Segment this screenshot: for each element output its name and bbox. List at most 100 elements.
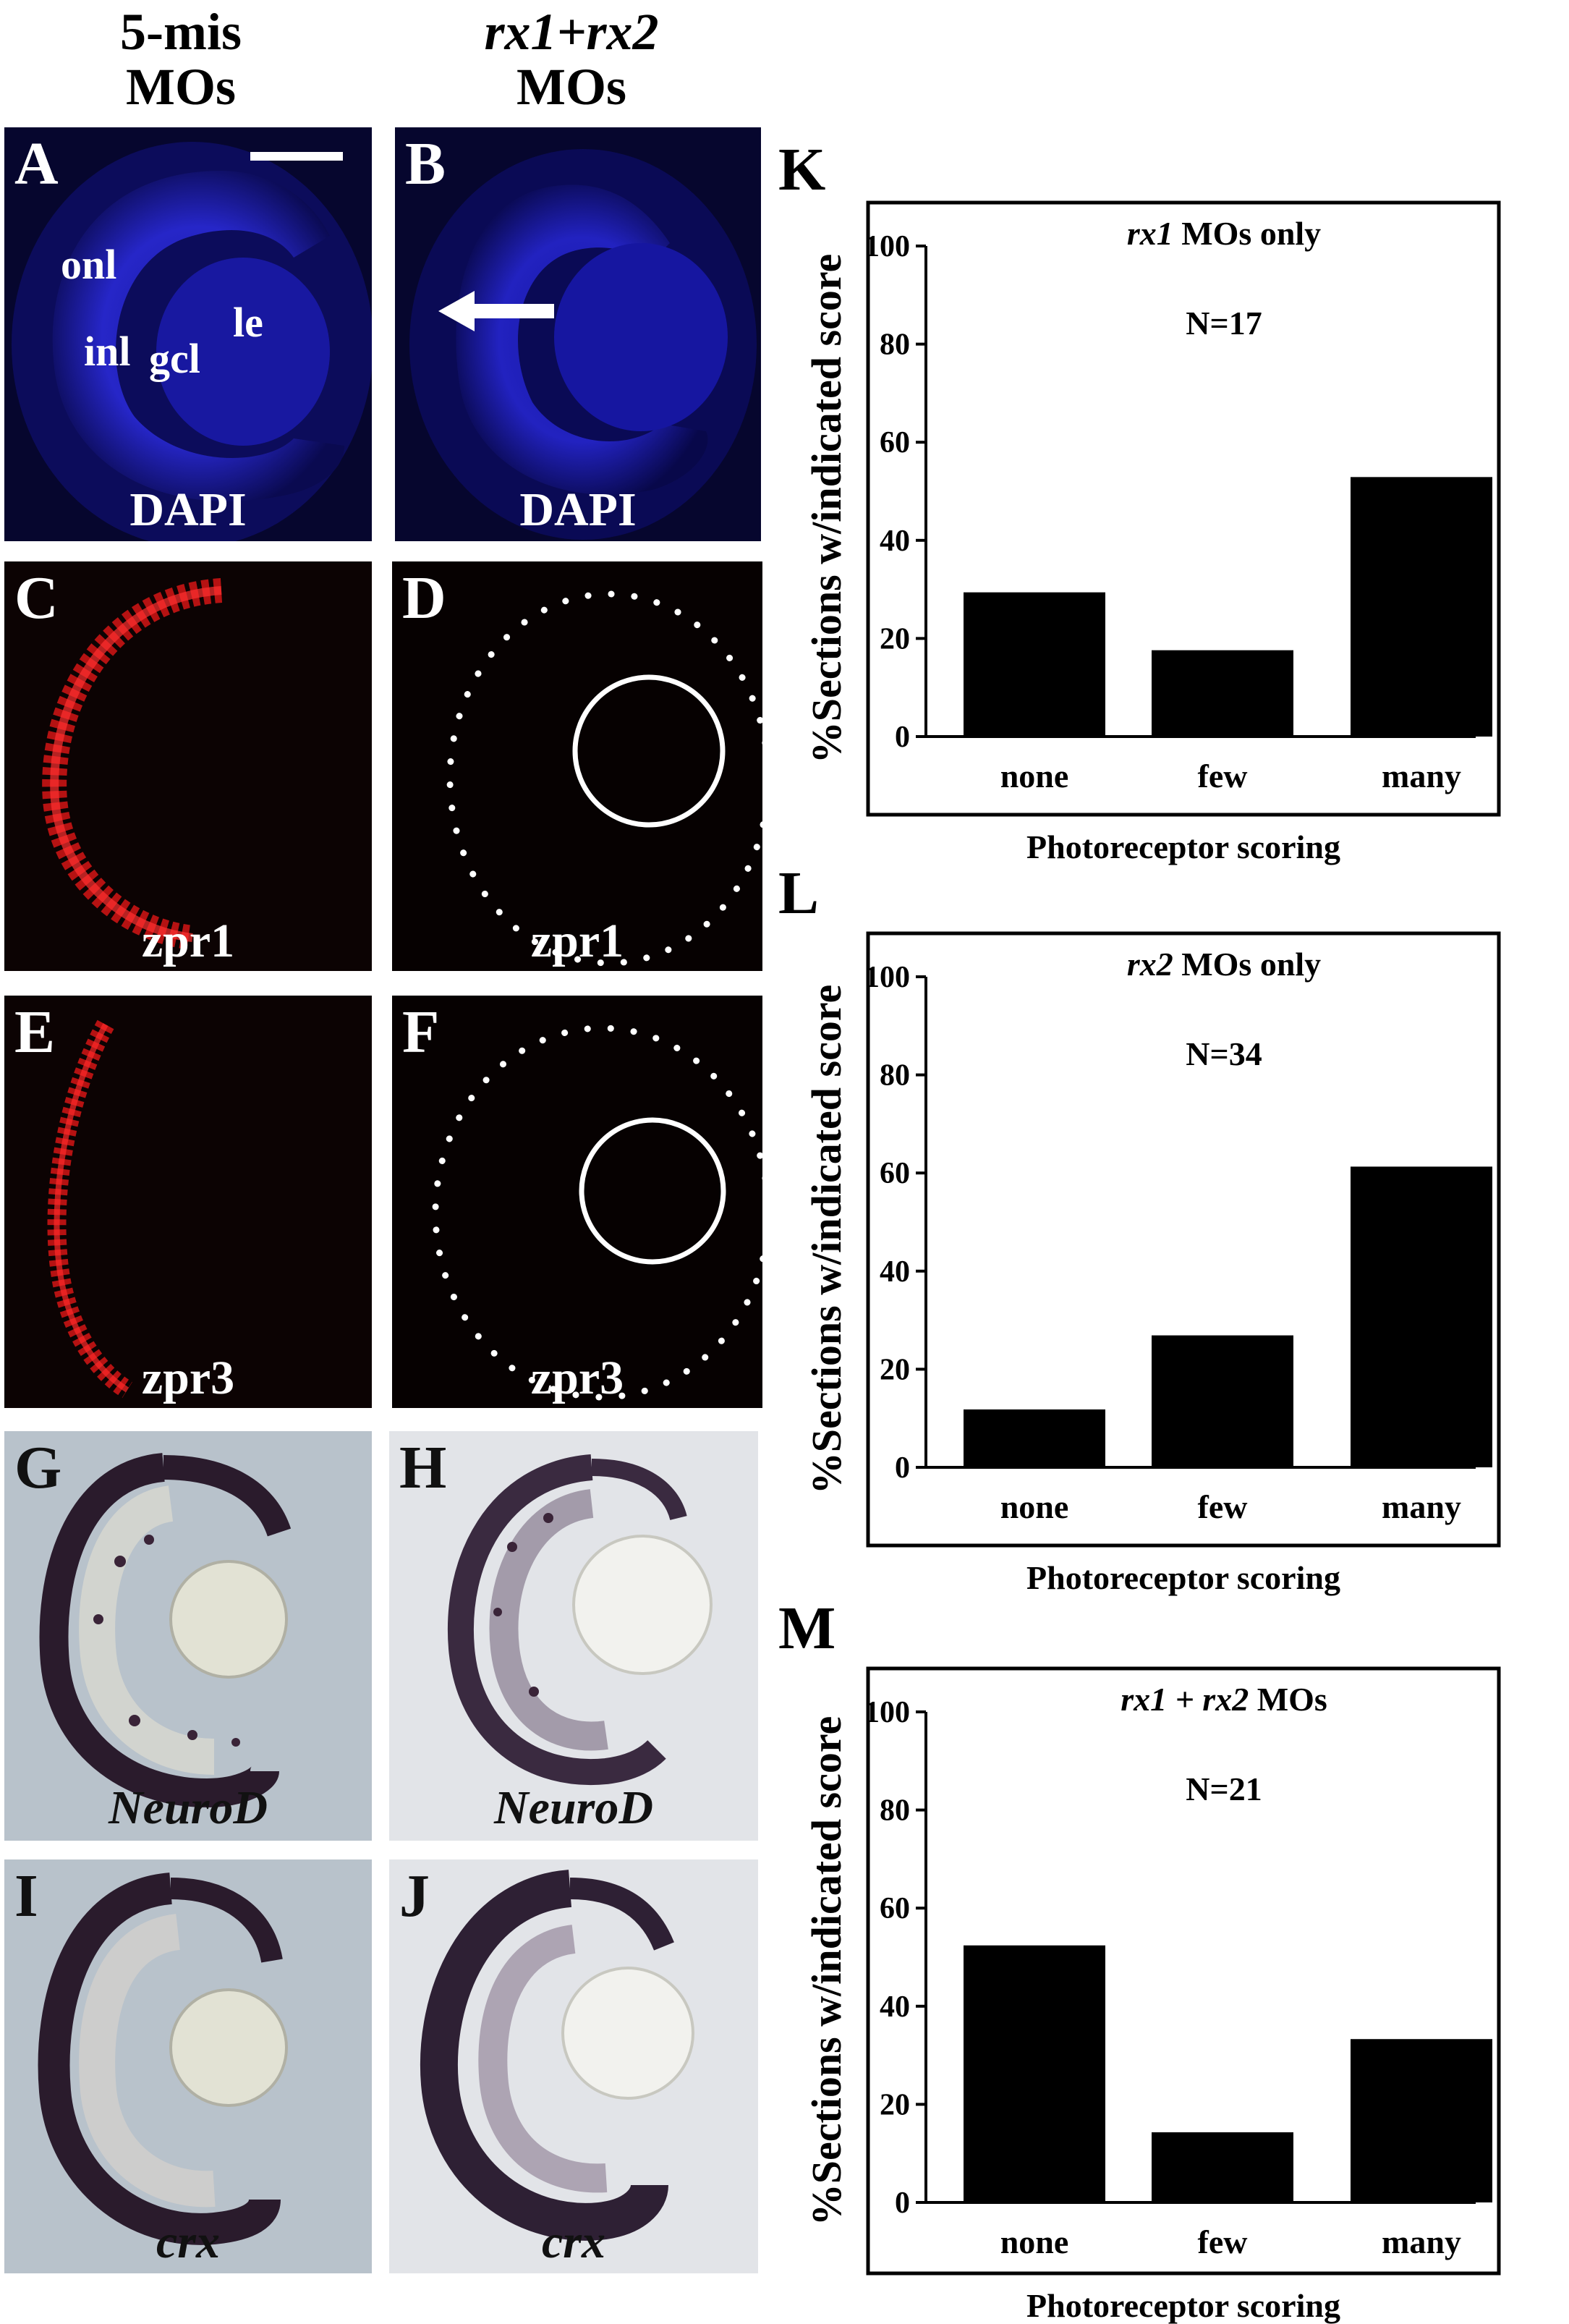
y-tick-label: 60	[880, 426, 910, 459]
chart-title: rx1 MOs only	[1127, 215, 1321, 252]
column-header-left-line2: MOs	[126, 58, 236, 116]
panel-g-caption: NeuroD	[108, 1781, 268, 1834]
x-axis-label: Photoreceptor scoring	[1026, 2287, 1340, 2324]
y-tick-label: 60	[880, 1157, 910, 1190]
column-header-right: rx1+rx2 MOs	[427, 4, 716, 114]
panel-j-caption: crx	[542, 2215, 605, 2268]
panel-i-caption: crx	[156, 2215, 220, 2268]
arrow-icon	[438, 291, 554, 331]
n-label: N=34	[1186, 1035, 1262, 1072]
chart-l-letter: L	[778, 860, 820, 927]
x-tick-label: few	[1198, 2223, 1248, 2260]
y-tick-label: 80	[880, 1794, 910, 1828]
scale-bar	[250, 152, 343, 161]
column-header-right-line1: rx1+rx2	[484, 3, 659, 61]
y-tick-label: 80	[880, 328, 910, 362]
chart-frame	[866, 200, 1501, 817]
chart-frame	[866, 1666, 1501, 2276]
label-gcl: gcl	[149, 335, 200, 382]
chart-frame	[866, 931, 1501, 1548]
bar-many	[1351, 1166, 1492, 1467]
bar-none	[964, 592, 1105, 737]
panel-g-image	[4, 1431, 372, 1841]
panel-a-letter: A	[14, 130, 59, 198]
y-tick-label: 20	[880, 622, 910, 656]
panel-f-zpr3: F zpr3	[392, 996, 762, 1408]
panel-e-zpr3: E zpr3	[4, 996, 372, 1408]
n-label: N=17	[1186, 305, 1262, 342]
panel-a-caption: DAPI	[129, 483, 247, 536]
bar-few	[1152, 2132, 1293, 2202]
panel-g-letter: G	[14, 1434, 62, 1501]
panel-b-image	[395, 127, 761, 541]
y-tick-label: 40	[880, 1990, 910, 2024]
y-tick-label: 0	[895, 2187, 910, 2220]
panel-d-caption: zpr1	[530, 915, 624, 967]
bar-none	[964, 1409, 1105, 1467]
panel-j-image	[389, 1859, 758, 2273]
chart-m-letter: M	[778, 1595, 836, 1662]
panel-i-crx: I crx	[4, 1859, 372, 2273]
panel-h-letter: H	[399, 1434, 447, 1501]
x-tick-label: many	[1382, 1488, 1461, 1525]
panel-e-image	[4, 996, 372, 1408]
y-tick-label: 40	[880, 525, 910, 558]
y-tick-label: 0	[895, 721, 910, 754]
column-header-left-line1: 5-mis	[120, 3, 242, 61]
panel-i-image	[4, 1859, 372, 2273]
y-tick-label: 40	[880, 1255, 910, 1289]
chart-l: 0 20 40 60 80 100 none few many rx2 MOs only N=34 P…	[803, 931, 1501, 1596]
y-tick-label: 100	[864, 1696, 910, 1729]
panel-d-zpr1: D zpr1	[392, 561, 762, 971]
panel-f-letter: F	[402, 998, 440, 1066]
chart-k-letter: K	[778, 136, 826, 203]
label-inl: inl	[84, 328, 131, 375]
panel-c-image	[4, 561, 372, 971]
panel-f-caption: zpr3	[530, 1352, 624, 1404]
y-axis-label: %Sections w/indicated score	[803, 1716, 850, 2226]
y-tick-label: 100	[864, 230, 910, 263]
label-onl: onl	[61, 241, 117, 288]
panel-a-dapi: A onl inl gcl le DAPI	[4, 127, 372, 541]
panel-b-dapi: B DAPI	[395, 127, 761, 541]
panel-c-caption: zpr1	[141, 915, 235, 967]
panel-h-image	[389, 1431, 758, 1841]
x-axis-label: Photoreceptor scoring	[1026, 828, 1340, 865]
bar-few	[1152, 650, 1293, 737]
column-header-left: 5-mis MOs	[43, 4, 318, 114]
panel-d-letter: D	[402, 564, 446, 632]
x-axis-label: Photoreceptor scoring	[1026, 1559, 1340, 1596]
panel-i-letter: I	[14, 1862, 38, 1930]
x-tick-label: many	[1382, 758, 1461, 794]
panel-b-letter: B	[405, 130, 446, 198]
y-tick-label: 100	[864, 961, 910, 994]
panel-e-caption: zpr3	[141, 1352, 235, 1404]
x-tick-label: few	[1198, 1488, 1248, 1525]
y-tick-label: 80	[880, 1059, 910, 1093]
chart-title: rx1 + rx2 MOs	[1121, 1681, 1327, 1718]
y-tick-label: 60	[880, 1892, 910, 1925]
panel-d-image	[392, 561, 762, 971]
n-label: N=21	[1186, 1770, 1262, 1807]
panel-c-zpr1: C zpr1	[4, 561, 372, 971]
panel-e-letter: E	[14, 998, 56, 1066]
x-tick-label: many	[1382, 2223, 1461, 2260]
panel-j-crx: J crx	[389, 1859, 758, 2273]
panel-j-letter: J	[399, 1862, 430, 1930]
column-header-right-line2: MOs	[516, 58, 626, 116]
x-tick-label: none	[1000, 1488, 1069, 1525]
x-tick-label: none	[1000, 758, 1069, 794]
y-axis-label: %Sections w/indicated score	[803, 254, 850, 764]
y-tick-label: 20	[880, 1353, 910, 1386]
bar-many	[1351, 477, 1492, 737]
bar-many	[1351, 2039, 1492, 2202]
panel-a-image	[4, 127, 372, 541]
panel-f-image	[392, 996, 762, 1408]
chart-k: 0 20 40 60 80 100 none few many rx1 MOs only N=17 P…	[803, 200, 1501, 865]
label-le: le	[233, 299, 263, 346]
bar-none	[964, 1945, 1105, 2202]
y-tick-label: 0	[895, 1451, 910, 1485]
bar-few	[1152, 1335, 1293, 1467]
panel-b-caption: DAPI	[519, 483, 637, 536]
chart-m: 0 20 40 60 80 100 none few many rx1 + rx2 MOs N=21…	[803, 1666, 1501, 2324]
